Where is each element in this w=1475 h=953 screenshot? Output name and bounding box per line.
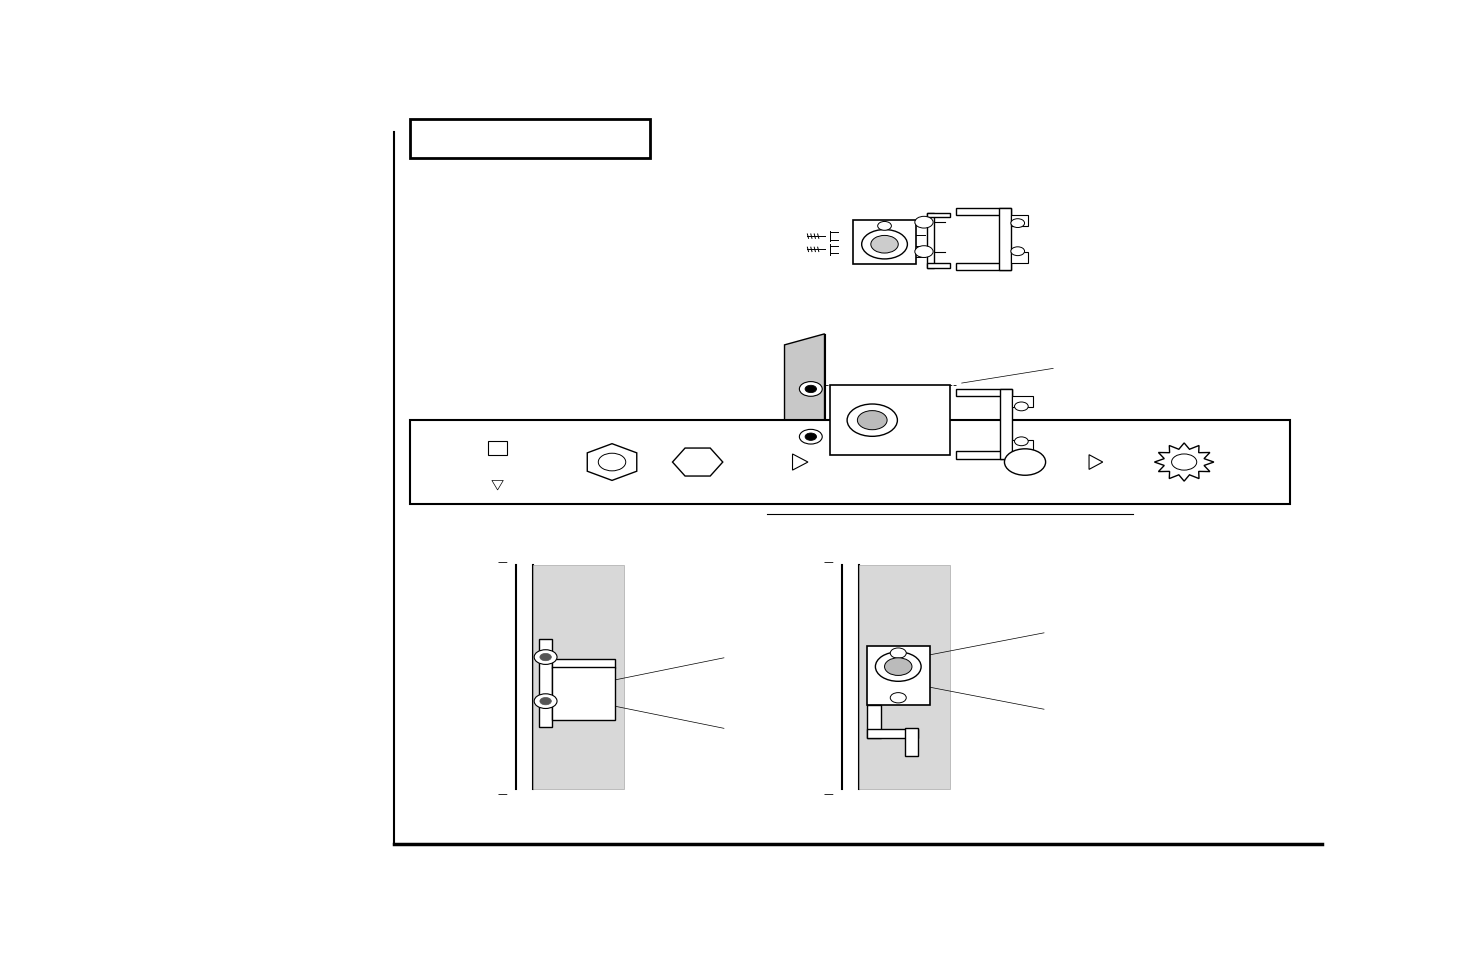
FancyBboxPatch shape (488, 442, 507, 456)
Circle shape (870, 236, 898, 253)
FancyBboxPatch shape (956, 263, 1010, 271)
FancyBboxPatch shape (956, 452, 1012, 459)
Circle shape (847, 405, 897, 436)
Circle shape (534, 650, 558, 665)
Text: —: — (823, 557, 833, 567)
Circle shape (599, 454, 625, 472)
Circle shape (805, 434, 817, 441)
Circle shape (885, 659, 912, 676)
FancyBboxPatch shape (853, 221, 916, 265)
FancyBboxPatch shape (410, 420, 1289, 505)
FancyBboxPatch shape (867, 646, 929, 705)
FancyBboxPatch shape (553, 667, 615, 720)
FancyBboxPatch shape (928, 264, 950, 269)
FancyBboxPatch shape (553, 659, 615, 668)
Text: —: — (823, 788, 833, 798)
FancyBboxPatch shape (904, 728, 919, 757)
FancyBboxPatch shape (867, 705, 881, 738)
Polygon shape (858, 566, 950, 789)
Text: —: — (497, 788, 507, 798)
Circle shape (878, 222, 891, 231)
Circle shape (914, 247, 934, 258)
FancyBboxPatch shape (830, 386, 950, 456)
Polygon shape (785, 335, 825, 499)
Circle shape (861, 231, 907, 259)
FancyBboxPatch shape (867, 729, 919, 738)
Polygon shape (1155, 443, 1214, 481)
FancyBboxPatch shape (538, 639, 553, 727)
FancyBboxPatch shape (410, 120, 649, 158)
Circle shape (1010, 248, 1025, 256)
Circle shape (1171, 455, 1196, 471)
FancyBboxPatch shape (1000, 209, 1010, 271)
Circle shape (891, 693, 906, 703)
Polygon shape (1089, 456, 1103, 470)
Polygon shape (491, 481, 503, 491)
Polygon shape (532, 566, 624, 789)
FancyBboxPatch shape (1010, 215, 1028, 227)
Circle shape (914, 217, 934, 229)
Polygon shape (587, 444, 637, 481)
FancyBboxPatch shape (956, 209, 1010, 215)
Circle shape (1004, 450, 1046, 476)
FancyBboxPatch shape (928, 213, 950, 218)
Circle shape (891, 648, 906, 659)
Circle shape (799, 430, 822, 445)
FancyBboxPatch shape (1012, 396, 1032, 408)
Circle shape (1015, 437, 1028, 446)
Polygon shape (673, 449, 723, 476)
Text: —: — (497, 557, 507, 567)
FancyBboxPatch shape (1000, 390, 1012, 459)
Circle shape (540, 654, 552, 661)
Circle shape (1015, 402, 1028, 412)
Circle shape (540, 698, 552, 705)
FancyBboxPatch shape (1012, 441, 1032, 452)
Circle shape (534, 694, 558, 709)
Circle shape (805, 386, 817, 394)
Polygon shape (792, 455, 808, 471)
FancyBboxPatch shape (1010, 253, 1028, 263)
Circle shape (799, 382, 822, 396)
FancyBboxPatch shape (928, 213, 934, 269)
Circle shape (857, 411, 886, 430)
Circle shape (1010, 219, 1025, 229)
FancyBboxPatch shape (956, 390, 1012, 396)
Circle shape (875, 652, 920, 681)
